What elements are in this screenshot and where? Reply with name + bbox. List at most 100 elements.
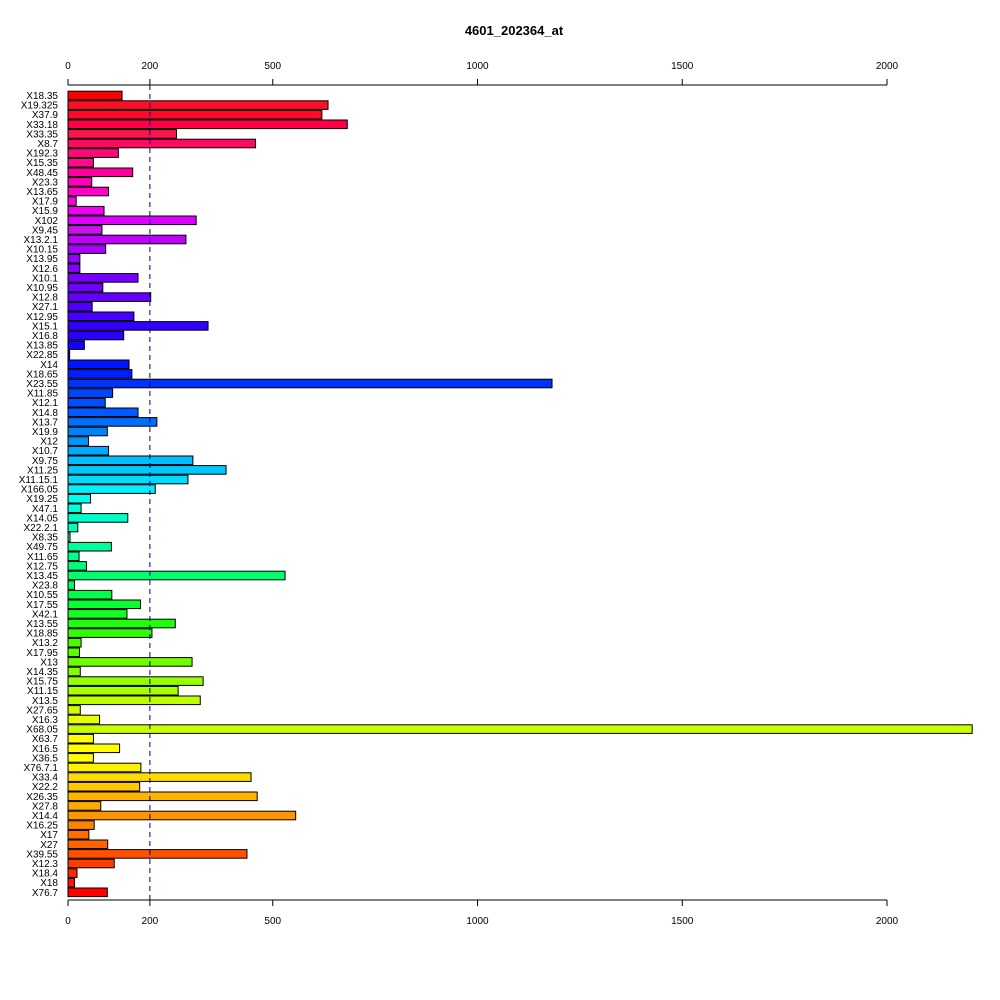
bar <box>67 369 133 379</box>
category-label: X17 <box>40 830 58 841</box>
category-label: X13.45 <box>26 571 58 582</box>
category-label: X36.5 <box>32 753 59 764</box>
category-label: X76.7.1 <box>24 763 59 774</box>
category-label: X14.05 <box>26 513 58 524</box>
category-label: X8.35 <box>32 533 59 544</box>
bar <box>67 273 139 283</box>
category-label: X27.8 <box>32 801 59 812</box>
category-label: X39.55 <box>26 849 58 860</box>
category-label: X33.35 <box>26 129 58 140</box>
top-tick-label: 1500 <box>671 61 694 72</box>
category-label: X12.8 <box>32 293 59 304</box>
bar <box>67 493 92 504</box>
category-label: X33.4 <box>32 773 59 784</box>
category-label: X13.95 <box>26 254 58 265</box>
category-label: X166.05 <box>21 485 59 496</box>
bar <box>67 119 348 130</box>
category-label: X12.6 <box>32 264 59 275</box>
bar <box>67 129 178 139</box>
category-label: X17.55 <box>26 600 58 611</box>
bar <box>67 781 141 792</box>
bar <box>67 532 71 542</box>
category-label: X22.85 <box>26 350 58 361</box>
bar <box>67 868 78 878</box>
bar <box>67 829 90 840</box>
top-tick-label: 500 <box>264 61 281 72</box>
category-label: X18.65 <box>26 369 58 380</box>
category-label: X18.4 <box>32 869 59 880</box>
category-label: X13.55 <box>26 619 58 630</box>
bar <box>67 455 194 466</box>
bottom-tick-label: 1000 <box>466 916 489 927</box>
bar <box>67 685 179 696</box>
bar <box>67 561 87 571</box>
bottom-tick-label: 1500 <box>671 916 694 927</box>
category-label: X11.15 <box>27 686 58 697</box>
bar <box>67 887 108 898</box>
bar <box>67 666 81 677</box>
bar <box>67 407 139 418</box>
bar <box>67 426 108 437</box>
bottom-tick-label: 500 <box>264 916 281 927</box>
bar <box>67 551 80 562</box>
category-label: X17.95 <box>26 648 58 659</box>
category-label: X19.325 <box>21 101 59 112</box>
category-label: X16.3 <box>32 715 59 726</box>
category-label: X102 <box>35 216 59 227</box>
bar <box>67 205 105 216</box>
bottom-axis: 0 200 500 1000 1500 2000 <box>65 899 899 927</box>
bar <box>67 753 94 763</box>
bar <box>67 810 297 821</box>
category-label: X13.7 <box>32 417 59 428</box>
category-label: X14.4 <box>32 811 59 822</box>
category-label: X11.25 <box>27 465 58 476</box>
top-axis: 0 200 500 1000 1500 2000 <box>65 61 899 86</box>
category-label: X15.35 <box>26 158 58 169</box>
bar <box>67 301 93 312</box>
category-label: X22.2.1 <box>24 523 59 534</box>
category-label: X27 <box>40 840 58 851</box>
category-label: X18.85 <box>26 629 58 640</box>
bar <box>67 388 114 398</box>
bar <box>67 225 103 235</box>
category-label: X13.2 <box>32 638 59 649</box>
bar <box>67 858 115 869</box>
bar <box>67 637 82 648</box>
bar <box>67 263 81 274</box>
bottom-tick-label: 200 <box>142 916 159 927</box>
category-label: X16.25 <box>26 821 58 832</box>
bar <box>67 724 973 734</box>
bar <box>67 167 134 178</box>
category-label: X49.75 <box>26 542 58 553</box>
bar <box>67 311 135 322</box>
bar <box>67 820 95 830</box>
category-label: X27.65 <box>26 705 58 716</box>
category-label: X14 <box>40 360 58 371</box>
category-label: X13.5 <box>32 696 59 707</box>
category-label: X18.35 <box>26 91 58 102</box>
category-label: X14.35 <box>26 667 58 678</box>
bar <box>67 321 209 331</box>
category-label: X63.7 <box>32 734 59 745</box>
bar <box>67 215 197 226</box>
category-label: X27.1 <box>32 302 59 313</box>
category-label: X11.15.1 <box>19 475 59 486</box>
category-label: X18 <box>40 878 58 889</box>
bar <box>67 359 130 370</box>
top-tick-label: 2000 <box>876 61 899 72</box>
category-label: X14.8 <box>32 408 59 419</box>
bar <box>67 762 142 773</box>
category-label: X15.1 <box>32 321 59 332</box>
category-label: X26.35 <box>26 792 58 803</box>
category-label: X19.9 <box>32 427 59 438</box>
top-tick-label: 0 <box>65 61 71 72</box>
bar <box>67 177 93 187</box>
bar <box>67 618 176 629</box>
bar <box>67 282 104 293</box>
bar <box>67 714 101 725</box>
category-label: X33.18 <box>26 120 58 131</box>
category-label: X10.55 <box>26 590 58 601</box>
bar <box>67 580 76 590</box>
category-label: X47.1 <box>32 504 59 515</box>
bar <box>67 513 129 523</box>
